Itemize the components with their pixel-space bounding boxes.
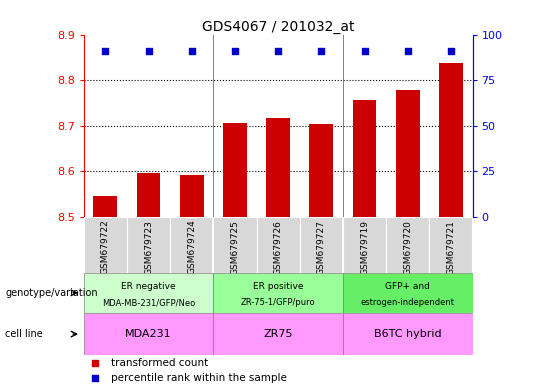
Bar	[127, 217, 170, 273]
Text: MDA231: MDA231	[125, 329, 172, 339]
Text: GSM679721: GSM679721	[447, 220, 455, 275]
Text: GSM679725: GSM679725	[231, 220, 239, 275]
Bar	[343, 273, 472, 313]
Bar	[266, 118, 290, 217]
Bar	[256, 217, 300, 273]
Bar	[213, 273, 343, 313]
Bar	[137, 173, 160, 217]
Text: GSM679727: GSM679727	[317, 220, 326, 275]
Bar	[343, 217, 386, 273]
Bar	[386, 217, 429, 273]
Bar	[429, 217, 472, 273]
Bar	[170, 217, 213, 273]
Bar	[180, 175, 204, 217]
Bar	[353, 100, 376, 217]
Bar	[396, 90, 420, 217]
Point	[101, 48, 110, 54]
Point	[144, 48, 153, 54]
Text: GSM679722: GSM679722	[101, 220, 110, 275]
Text: estrogen-independent: estrogen-independent	[361, 298, 455, 307]
Point	[447, 48, 455, 54]
Point	[317, 48, 326, 54]
Text: transformed count: transformed count	[111, 358, 208, 368]
Bar	[93, 197, 117, 217]
Text: ZR-75-1/GFP/puro: ZR-75-1/GFP/puro	[241, 298, 315, 307]
Point	[274, 48, 282, 54]
Point	[91, 360, 100, 366]
Text: genotype/variation: genotype/variation	[5, 288, 98, 298]
Title: GDS4067 / 201032_at: GDS4067 / 201032_at	[202, 20, 354, 33]
Bar	[439, 63, 463, 217]
Bar	[84, 217, 127, 273]
Text: GSM679723: GSM679723	[144, 220, 153, 275]
Point	[187, 48, 196, 54]
Bar	[213, 217, 256, 273]
Text: GSM679724: GSM679724	[187, 220, 196, 275]
Text: GFP+ and: GFP+ and	[385, 282, 430, 291]
Text: ER negative: ER negative	[121, 282, 176, 291]
Point	[231, 48, 239, 54]
Text: cell line: cell line	[5, 329, 43, 339]
Bar	[84, 313, 213, 355]
Bar	[300, 217, 343, 273]
Text: percentile rank within the sample: percentile rank within the sample	[111, 372, 287, 383]
Point	[403, 48, 412, 54]
Text: GSM679719: GSM679719	[360, 220, 369, 275]
Bar	[223, 124, 247, 217]
Text: MDA-MB-231/GFP/Neo: MDA-MB-231/GFP/Neo	[102, 298, 195, 307]
Point	[360, 48, 369, 54]
Text: B6TC hybrid: B6TC hybrid	[374, 329, 442, 339]
Bar	[213, 313, 343, 355]
Text: GSM679720: GSM679720	[403, 220, 412, 275]
Text: GSM679726: GSM679726	[274, 220, 282, 275]
Point	[91, 375, 100, 381]
Bar	[309, 124, 333, 217]
Text: ZR75: ZR75	[264, 329, 293, 339]
Text: ER positive: ER positive	[253, 282, 303, 291]
Bar	[343, 313, 472, 355]
Bar	[84, 273, 213, 313]
